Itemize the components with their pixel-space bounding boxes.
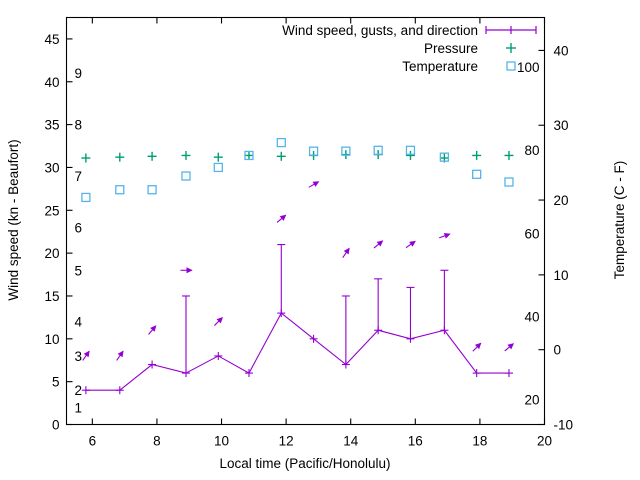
pressure-point: [276, 151, 286, 161]
beaufort-label: 8: [75, 118, 83, 133]
right-axis-ticks: -10 0 10 20 30 40: [538, 43, 574, 433]
temperature-point: [81, 192, 91, 203]
wind-direction-arrow: [439, 233, 451, 239]
temperature-point: [181, 171, 191, 181]
wind-direction-arrow: [373, 240, 384, 249]
beaufort-scale-labels: 1 2 3 4 5 6 7 8 9: [75, 66, 83, 415]
y2-tick-label-fahrenheit: 40: [524, 309, 539, 324]
beaufort-label: 4: [75, 315, 83, 330]
legend-label[interactable]: Wind speed, gusts, and direction: [282, 23, 478, 38]
pressure-point: [244, 150, 254, 160]
y2-tick-label-fahrenheit: 100: [517, 60, 540, 75]
temperature-point: [276, 137, 286, 148]
plot-frame: [65, 16, 546, 426]
temperature-point: [341, 146, 351, 156]
wind-direction-arrow: [82, 350, 90, 361]
pressure-point: [472, 150, 482, 160]
wind-direction-arrow: [472, 342, 482, 352]
temperature-point: [472, 169, 482, 179]
wind-direction-arrow: [342, 247, 350, 258]
beaufort-label: 5: [75, 263, 83, 278]
pressure-point: [147, 151, 157, 161]
temperature-point: [504, 177, 514, 187]
wind-direction-arrow: [180, 267, 193, 274]
beaufort-label: 1: [75, 400, 83, 415]
temperature-point: [439, 152, 450, 162]
x-tick-label: 8: [153, 434, 161, 449]
beaufort-label: 6: [75, 220, 83, 235]
wind-direction-arrow: [504, 343, 515, 352]
beaufort-label: 2: [75, 383, 83, 398]
y-tick-label: 35: [44, 118, 59, 133]
temperature-point: [213, 162, 223, 173]
x-axis-title: Local time (Pacific/Honolulu): [219, 456, 390, 471]
temperature-point: [373, 145, 383, 155]
pressure-point: [504, 150, 514, 160]
legend-marker-temperature: [506, 61, 516, 71]
y2-tick-label-fahrenheit: 80: [524, 143, 539, 158]
y-tick-label: 45: [44, 32, 59, 47]
y-tick-label: 20: [44, 246, 59, 261]
x-tick-label: 12: [279, 434, 294, 449]
y-tick-label: 5: [52, 375, 60, 390]
wind-direction-arrow: [276, 214, 287, 223]
wind-direction-arrow: [214, 316, 223, 326]
x-tick-label: 6: [89, 434, 97, 449]
y2-tick-label-celsius: 40: [554, 43, 569, 58]
y-tick-label: 30: [44, 160, 59, 175]
temperature-point: [244, 150, 254, 161]
left-axis-ticks: 0 5 10 15 20 25 30 35 40 45: [44, 32, 73, 433]
y-tick-label: 40: [44, 75, 59, 90]
y-tick-label: 15: [44, 289, 59, 304]
temperature-point: [308, 146, 319, 156]
temperature-point: [115, 185, 125, 195]
y2-tick-label-fahrenheit: 20: [524, 393, 539, 408]
y-axis-title: Wind speed (kn - Beaufort): [6, 139, 21, 300]
x-tick-label: 18: [472, 434, 487, 449]
temperature-point: [405, 145, 416, 155]
x-tick-label: 10: [214, 434, 229, 449]
wind-direction-arrow: [405, 240, 416, 249]
y2-axis-title: Temperature (C - F): [612, 161, 627, 280]
wind-direction-arrow: [116, 350, 124, 361]
wind-direction-arrow: [308, 181, 320, 188]
legend-layer: Wind speed, gusts, and direction Pressure…: [282, 23, 537, 74]
legend-marker-wind: [485, 26, 537, 34]
x-tick-label: 14: [343, 434, 359, 449]
legend-label[interactable]: Temperature: [402, 59, 478, 74]
pressure-point: [181, 150, 191, 160]
y2-tick-label-celsius: 30: [554, 118, 569, 133]
series-layer: [81, 137, 515, 395]
pressure-point: [81, 153, 91, 163]
pressure-point: [115, 152, 125, 162]
wind-direction-arrow: [148, 325, 157, 335]
y2-tick-label-celsius: 10: [554, 268, 569, 283]
y2-tick-label-celsius: -10: [554, 418, 574, 433]
legend-marker-pressure: [506, 43, 516, 53]
y-tick-label: 0: [52, 418, 60, 433]
pressure-point: [405, 150, 415, 160]
y-tick-label: 10: [44, 332, 59, 347]
x-tick-label: 20: [537, 434, 552, 449]
beaufort-label: 7: [75, 169, 83, 184]
temperature-point: [147, 185, 157, 195]
y2-tick-label-celsius: 20: [554, 193, 569, 208]
x-tick-label: 16: [408, 434, 423, 449]
y2-tick-label-celsius: 0: [554, 343, 562, 358]
beaufort-label: 9: [75, 66, 83, 81]
fahrenheit-scale-labels: 20 40 60 80 100: [517, 60, 540, 408]
beaufort-label: 3: [75, 349, 83, 364]
y-tick-label: 25: [44, 203, 59, 218]
y2-tick-label-fahrenheit: 60: [524, 226, 539, 241]
pressure-point: [213, 152, 223, 162]
x-axis-ticks: 6 8 10 12 14 16 18 20: [89, 17, 552, 449]
wind-speed-line: [85, 312, 509, 391]
legend-label[interactable]: Pressure: [424, 41, 478, 56]
